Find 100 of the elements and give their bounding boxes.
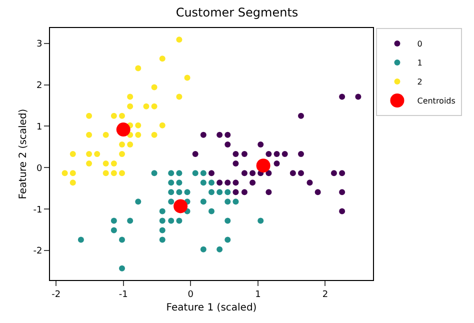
y-axis-title: Feature 2 (scaled) [18, 108, 30, 200]
point [168, 189, 174, 196]
point [355, 94, 362, 100]
point [216, 246, 223, 252]
point [168, 170, 174, 176]
point [330, 170, 337, 176]
point [176, 189, 182, 196]
point [127, 141, 134, 148]
y-tick-label: 2 [36, 80, 42, 91]
point [256, 158, 270, 173]
point [151, 170, 158, 176]
point [168, 218, 174, 224]
point [208, 170, 214, 176]
point [241, 170, 248, 176]
x-tick-label: 0 [188, 290, 194, 300]
point [127, 94, 134, 100]
point [135, 65, 142, 72]
point [258, 141, 264, 148]
point [266, 189, 272, 196]
point [224, 198, 231, 205]
point [339, 189, 346, 196]
point [232, 198, 239, 205]
point [208, 208, 214, 214]
x-axis-title: Feature 1 (scaled) [166, 302, 257, 314]
point [241, 189, 248, 196]
point [102, 132, 109, 138]
point [200, 246, 206, 252]
point [232, 189, 239, 196]
point [282, 151, 288, 157]
point [94, 151, 100, 157]
point [224, 132, 231, 138]
x-tick-label: 2 [322, 290, 328, 300]
y-tick-label: -1 [33, 205, 42, 216]
legend-label: 2 [417, 78, 422, 87]
x-tick-label: 1 [255, 290, 261, 300]
point [241, 151, 248, 157]
x-tick-label: -1 [118, 290, 128, 300]
point [224, 180, 231, 186]
point [119, 265, 125, 272]
point [110, 112, 117, 119]
point [159, 236, 166, 243]
point [110, 170, 117, 176]
point [70, 151, 76, 157]
point [174, 199, 188, 214]
point [70, 180, 76, 186]
point [102, 160, 109, 167]
point [224, 236, 231, 243]
point [86, 151, 92, 157]
point [200, 198, 206, 205]
point [110, 218, 117, 224]
point [86, 112, 92, 119]
point [250, 170, 256, 176]
point [116, 122, 130, 137]
point [168, 198, 174, 205]
point [119, 236, 125, 243]
point [119, 141, 125, 148]
point [266, 151, 272, 157]
point [159, 56, 166, 62]
legend-label: 1 [417, 58, 422, 68]
point [86, 132, 92, 138]
point [216, 180, 223, 186]
point [159, 122, 166, 128]
point [127, 103, 134, 110]
chart-title: Customer Segments [176, 5, 298, 20]
point [119, 112, 125, 119]
point [200, 132, 206, 138]
point [232, 151, 239, 157]
point [258, 218, 264, 224]
point [151, 103, 158, 110]
point [208, 180, 214, 186]
point [232, 160, 239, 167]
point [110, 160, 117, 167]
point [298, 151, 304, 157]
point [339, 94, 346, 100]
point [200, 180, 206, 186]
point [62, 170, 68, 176]
point [135, 132, 142, 138]
point [224, 218, 231, 224]
point [224, 189, 231, 196]
point [192, 170, 198, 176]
point [298, 170, 304, 176]
point [135, 122, 142, 128]
point [151, 132, 158, 138]
point [200, 170, 206, 176]
y-tick-label: -2 [33, 246, 42, 257]
point [151, 84, 158, 90]
legend-label: Centroids [417, 96, 456, 106]
point [119, 151, 125, 157]
point [127, 218, 134, 224]
point [102, 170, 109, 176]
point [274, 151, 280, 157]
point [135, 198, 142, 205]
point [168, 180, 174, 186]
y-tick-label: 0 [36, 164, 42, 174]
point [224, 141, 231, 148]
point [159, 208, 166, 214]
point [192, 151, 198, 157]
point [143, 103, 150, 110]
point [70, 170, 76, 176]
y-tick-label: 1 [36, 122, 42, 132]
